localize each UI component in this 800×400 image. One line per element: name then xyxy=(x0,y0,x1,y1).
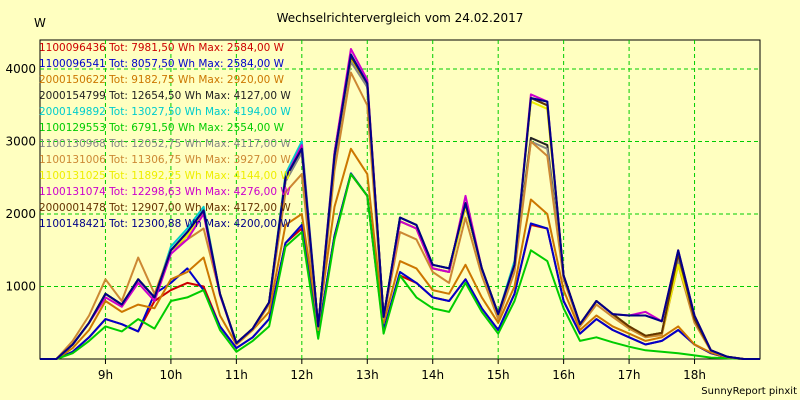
x-tick-label: 18h xyxy=(683,368,706,382)
series-line-2 xyxy=(40,172,760,360)
x-tick-label: 11h xyxy=(225,368,248,382)
series-line-6 xyxy=(40,173,760,360)
plot-area xyxy=(39,39,761,360)
legend-entry: 1100131025 Tot: 11892,25 Wh Max: 4144,00… xyxy=(39,170,291,182)
legend-entry: 1100148421 Tot: 12300,88 Wh Max: 4200,00… xyxy=(39,218,291,230)
x-tick-label: 16h xyxy=(552,368,575,382)
y-axis-ticks: 1000 2000 3000 4000 xyxy=(5,62,36,294)
legend-entry: 2000149892 Tot: 13027,50 Wh Max: 4194,00… xyxy=(39,106,291,118)
legend-entry: 1100131074 Tot: 12298,63 Wh Max: 4276,00… xyxy=(39,186,291,198)
y-tick-label: 2000 xyxy=(5,207,36,221)
x-tick-label: 14h xyxy=(421,368,444,382)
x-tick-label: 10h xyxy=(159,368,182,382)
legend-entry: 1100131006 Tot: 11306,75 Wh Max: 3927,00… xyxy=(39,154,291,166)
series-lines xyxy=(40,48,760,360)
y-tick-label: 1000 xyxy=(5,280,36,294)
y-tick-label: 3000 xyxy=(5,135,36,149)
legend-entry: 1100096541 Tot: 8057,50 Wh Max: 2584,00 … xyxy=(39,58,285,70)
legend-entry: 1100129553 Tot: 6791,50 Wh Max: 2554,00 … xyxy=(39,122,285,134)
x-tick-label: 13h xyxy=(356,368,379,382)
footer-credit: SunnyReport pinxit xyxy=(701,386,797,397)
y-tick-label: 4000 xyxy=(5,62,36,76)
y-axis-label: W xyxy=(34,16,46,30)
legend-entry: 2000154799 Tot: 12654,50 Wh Max: 4127,00… xyxy=(39,90,291,102)
legend-entry: 2000150622 Tot: 9182,75 Wh Max: 2920,00 … xyxy=(39,74,285,86)
x-tick-label: 15h xyxy=(487,368,510,382)
x-tick-label: 9h xyxy=(98,368,113,382)
x-tick-label: 17h xyxy=(618,368,641,382)
legend-entry: 2000001478 Tot: 12907,00 Wh Max: 4172,00… xyxy=(39,202,291,214)
x-axis-ticks: 9h 10h 11h 12h 13h 14h 15h 16h 17h 18h xyxy=(98,359,706,382)
chart-title: Wechselrichtervergleich vom 24.02.2017 xyxy=(277,11,524,25)
series-line-3 xyxy=(40,147,760,360)
legend-entry: 1100130968 Tot: 12052,75 Wh Max: 4117,00… xyxy=(39,138,291,150)
legend-entry: 1100096436 Tot: 7981,50 Wh Max: 2584,00 … xyxy=(39,42,285,54)
series-line-12 xyxy=(40,53,760,360)
legend: 1100096436 Tot: 7981,50 Wh Max: 2584,00 … xyxy=(39,42,291,230)
x-tick-label: 12h xyxy=(290,368,313,382)
